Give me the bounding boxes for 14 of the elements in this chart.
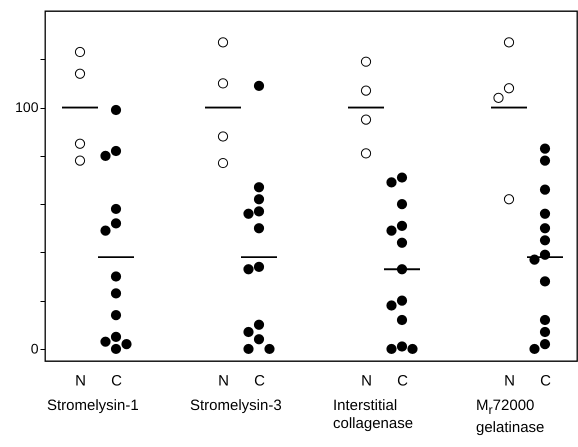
- text: M$_{r}$72000 gelatinase: [476, 397, 546, 437]
- x-tick-label: N: [218, 372, 229, 390]
- x-tick-label: C: [540, 372, 552, 390]
- text: Stromelysin-3: [190, 397, 283, 415]
- text: Stromelysin-1: [47, 397, 140, 415]
- y-tick-label: 100: [15, 99, 39, 116]
- x-tick-label: C: [397, 372, 408, 390]
- text: Interstitial collagenase: [333, 397, 414, 433]
- x-tick-label: C: [254, 372, 266, 390]
- y-tick-label: 0: [30, 340, 39, 356]
- x-tick-label: C: [111, 372, 122, 390]
- x-tick-label: N: [504, 372, 515, 390]
- x-tick-label: N: [75, 372, 86, 390]
- x-tick-label: N: [361, 372, 372, 390]
